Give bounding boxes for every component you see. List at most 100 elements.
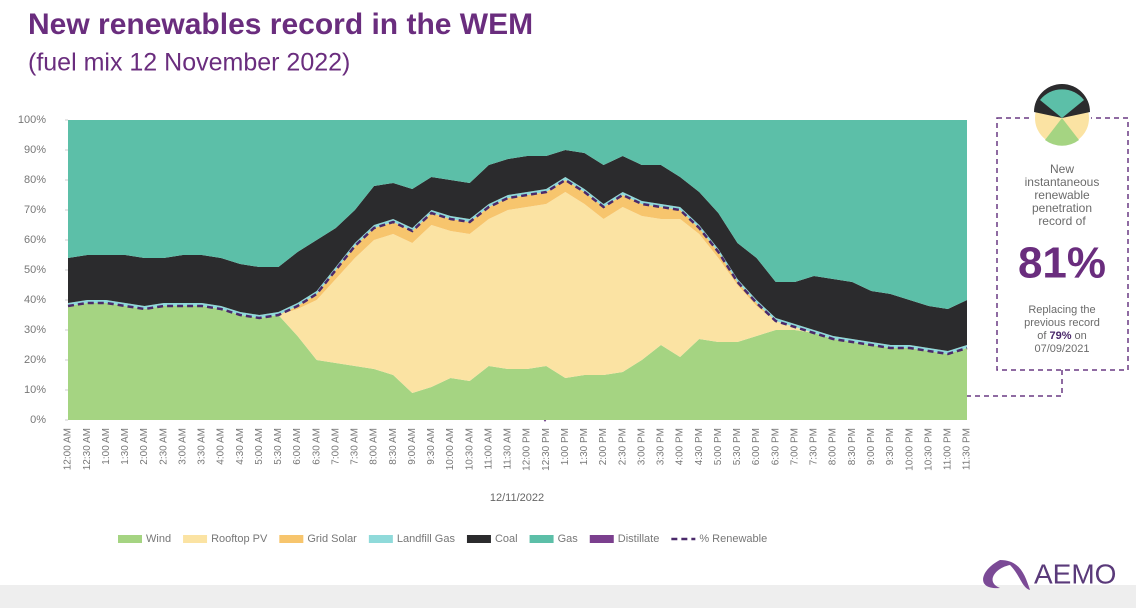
x-tick-label: 11:30 AM — [503, 428, 514, 470]
x-tick-label: 10:30 AM — [464, 428, 475, 470]
x-tick-label: 5:30 AM — [273, 428, 284, 465]
x-tick-label: 6:30 PM — [770, 428, 781, 465]
y-tick-label: 0% — [30, 414, 46, 426]
x-tick-label: 6:00 PM — [751, 428, 762, 465]
y-tick-label: 60% — [24, 234, 46, 246]
y-tick-label: 10% — [24, 384, 46, 396]
x-tick-label: 6:30 AM — [311, 428, 322, 465]
x-tick-label: 3:00 PM — [636, 428, 647, 465]
x-tick-label: 4:00 PM — [675, 428, 686, 465]
x-tick-label: 5:00 AM — [254, 428, 265, 465]
x-tick-label: 10:00 PM — [904, 428, 915, 471]
x-tick-label: 11:00 PM — [943, 428, 954, 470]
chart-subtitle: (fuel mix 12 November 2022) — [28, 49, 350, 77]
callout-note-part: 79% — [1049, 330, 1071, 342]
x-tick-label: 9:30 PM — [885, 428, 896, 465]
logo-mark — [983, 560, 1030, 590]
area — [68, 192, 967, 393]
x-tick-label: 9:00 AM — [407, 428, 418, 465]
x-tick-label: 6:00 AM — [292, 428, 303, 465]
x-tick-label: 4:00 AM — [216, 428, 227, 465]
callout-line: record of — [1038, 214, 1086, 228]
callout-line: instantaneous — [1025, 175, 1100, 189]
x-tick-label: 12:30 AM — [82, 428, 93, 470]
legend-swatch — [466, 535, 491, 543]
legend-swatch — [183, 535, 208, 543]
callout-note: previous record — [1024, 317, 1100, 329]
legend-label: Rooftop PV — [211, 533, 268, 545]
x-tick-label: 3:30 PM — [656, 428, 667, 465]
callout-note: Replacing the — [1028, 304, 1095, 316]
y-tick-label: 80% — [24, 174, 46, 186]
x-tick-label: 8:30 AM — [388, 428, 399, 465]
legend-label: % Renewable — [699, 533, 767, 545]
y-tick-label: 20% — [24, 354, 46, 366]
callout-line: New — [1050, 162, 1074, 176]
callout-note-part: of — [1037, 330, 1047, 342]
x-tick-label: 7:00 PM — [789, 428, 800, 465]
legend-label: Grid Solar — [307, 533, 357, 545]
y-tick-label: 50% — [24, 264, 46, 276]
callout-pie-gas — [1040, 89, 1084, 118]
x-tick-label: 11:30 PM — [962, 428, 973, 470]
x-tick-label: 10:00 AM — [445, 428, 456, 470]
x-tick-label: 3:00 AM — [177, 428, 188, 465]
x-tick-label: 1:30 AM — [120, 428, 131, 465]
callout-note: 07/09/2021 — [1034, 343, 1089, 355]
x-tick-label: 5:00 PM — [713, 428, 724, 465]
x-tick-label: 7:30 AM — [350, 428, 361, 465]
x-tick-label: 1:00 AM — [101, 428, 112, 465]
callout-note-part: on — [1074, 330, 1086, 342]
legend-label: Gas — [558, 533, 579, 545]
legend-swatch — [368, 535, 393, 543]
y-tick-label: 30% — [24, 324, 46, 336]
callout-line: penetration — [1032, 201, 1092, 215]
renewable-line — [67, 178, 968, 356]
x-tick-label: 11:00 AM — [483, 428, 494, 470]
footer-band — [0, 585, 1136, 608]
x-tick-label: 1:30 PM — [579, 428, 590, 465]
x-tick-label: 4:30 PM — [694, 428, 705, 465]
x-tick-label: 7:30 PM — [809, 428, 820, 465]
x-tick-label: 2:30 AM — [158, 428, 169, 465]
x-tick-label: 7:00 AM — [330, 428, 341, 465]
x-tick-label: 4:30 AM — [235, 428, 246, 465]
x-tick-label: 8:30 PM — [847, 428, 858, 465]
x-tick-label: 10:30 PM — [923, 428, 934, 471]
x-tick-label: 8:00 AM — [369, 428, 380, 465]
legend-label: Wind — [146, 533, 171, 545]
x-tick-label: 12:00 AM — [63, 428, 74, 470]
legend-label: Distillate — [618, 533, 660, 545]
callout-note: of 79% on — [1037, 330, 1086, 342]
y-tick-label: 90% — [24, 144, 46, 156]
callout-line: renewable — [1034, 188, 1090, 202]
logo-text: AEMO — [1034, 558, 1116, 589]
legend-swatch — [279, 535, 304, 543]
legend-label: Landfill Gas — [397, 533, 456, 545]
y-tick-label: 100% — [18, 114, 46, 126]
x-axis-label: 12/11/2022 — [490, 492, 544, 504]
legend-swatch — [529, 535, 554, 543]
callout-value: 81% — [1018, 239, 1106, 288]
legend-swatch — [118, 535, 142, 543]
area — [68, 150, 967, 351]
x-tick-label: 8:00 PM — [828, 428, 839, 465]
x-tick-label: 5:30 PM — [732, 428, 743, 465]
legend-label: Coal — [495, 533, 518, 545]
x-tick-label: 2:00 AM — [139, 428, 150, 465]
x-tick-label: 2:00 PM — [598, 428, 609, 465]
x-tick-label: 9:30 AM — [426, 428, 437, 465]
x-tick-label: 3:30 AM — [197, 428, 208, 465]
y-tick-label: 40% — [24, 294, 46, 306]
legend-swatch — [589, 535, 614, 543]
y-tick-label: 70% — [24, 204, 46, 216]
x-tick-label: 12:00 PM — [522, 428, 533, 471]
x-tick-label: 9:00 PM — [866, 428, 877, 465]
x-tick-label: 12:30 PM — [541, 428, 552, 471]
area — [68, 180, 967, 354]
x-tick-label: 2:30 PM — [617, 428, 628, 465]
area — [68, 303, 967, 420]
area — [68, 120, 967, 309]
chart-title: New renewables record in the WEM — [28, 8, 533, 41]
